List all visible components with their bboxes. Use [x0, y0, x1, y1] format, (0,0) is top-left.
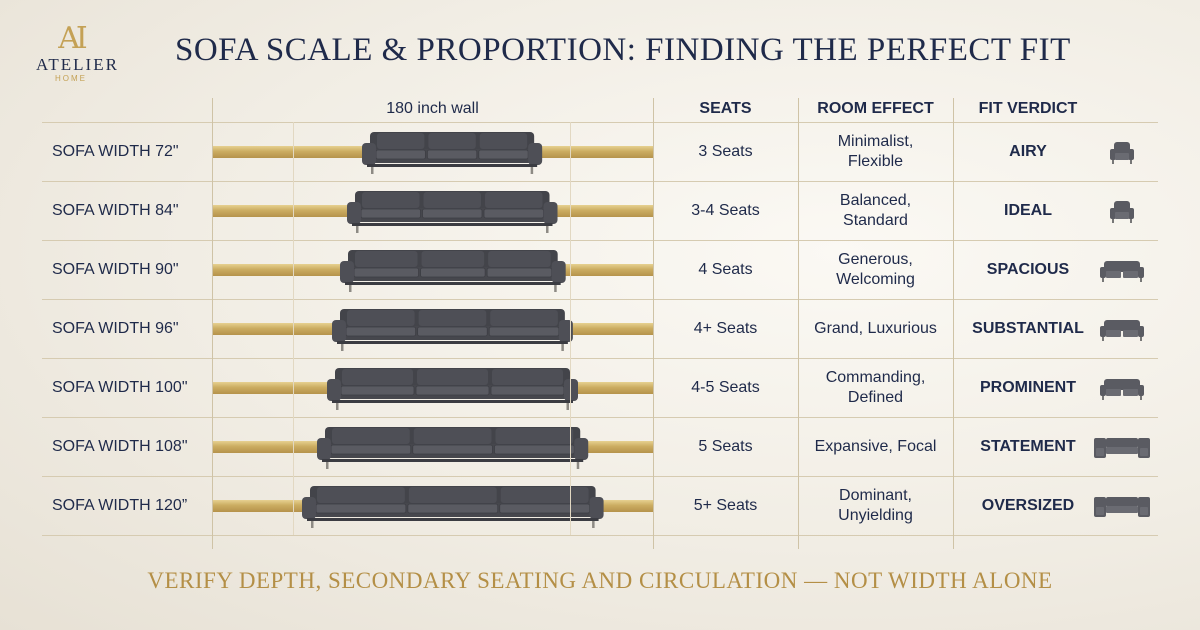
sofa-icon	[361, 129, 543, 175]
seats-value: 4+ Seats	[693, 320, 758, 337]
sofa-width-label: SOFA WIDTH 72"	[52, 143, 179, 160]
loveseat-icon	[1097, 257, 1147, 283]
loveseat-icon	[1097, 316, 1147, 342]
sectional-icon	[1092, 493, 1152, 519]
sofa-row: SOFA WIDTH 100" 4-5 Seats Commanding, Defi…	[42, 358, 1158, 417]
seats-value: 4 Seats	[698, 261, 753, 278]
column-divider	[953, 98, 954, 549]
sofa-row: SOFA WIDTH 72" 3 Seats Minimalist, Flexibl…	[42, 122, 1158, 181]
wall-visual	[212, 299, 653, 358]
seats-value: 5+ Seats	[693, 497, 758, 514]
sofa-icon	[346, 188, 559, 234]
sofa-width-label: SOFA WIDTH 108"	[52, 438, 188, 455]
sofa-icon	[339, 247, 567, 293]
armchair-icon	[1106, 139, 1138, 165]
sofa-width-label: SOFA WIDTH 120”	[52, 497, 188, 514]
fit-verdict-value: AIRY	[1009, 143, 1047, 160]
sofa-row: SOFA WIDTH 120” 5+ Seats Dominant, Unyield…	[42, 476, 1158, 535]
sofa-width-label: SOFA WIDTH 90"	[52, 261, 179, 278]
row-divider	[42, 122, 1158, 123]
wall-visual	[212, 417, 653, 476]
fit-verdict-value: SPACIOUS	[986, 261, 1070, 278]
room-effect-value: Grand, Luxurious	[814, 319, 937, 337]
header-wall: 180 inch wall	[386, 100, 479, 117]
sofa-icon	[331, 306, 574, 352]
row-divider	[42, 358, 1158, 359]
wall-visual	[212, 358, 653, 417]
sofa-width-label: SOFA WIDTH 100"	[52, 379, 188, 396]
fit-verdict-value: OVERSIZED	[981, 497, 1075, 514]
wall-visual	[212, 240, 653, 299]
room-effect-value: Generous, Welcoming	[836, 250, 915, 288]
sofa-row: SOFA WIDTH 96" 4+ Seats Grand, Luxurious S…	[42, 299, 1158, 358]
seats-value: 4-5 Seats	[691, 379, 760, 396]
logo-subtitle: HOME	[55, 74, 87, 83]
column-divider	[798, 98, 799, 549]
room-effect-value: Expansive, Focal	[814, 437, 937, 455]
seats-value: 3-4 Seats	[691, 202, 760, 219]
sofa-width-label: SOFA WIDTH 96"	[52, 320, 179, 337]
sofa-row: SOFA WIDTH 84" 3-4 Seats Balanced, Standar…	[42, 181, 1158, 240]
sofa-width-label: SOFA WIDTH 84"	[52, 202, 179, 219]
footer-note: VERIFY DEPTH, SECONDARY SEATING AND CIRC…	[147, 568, 1053, 593]
seats-value: 5 Seats	[698, 438, 753, 455]
logo-name: ATELIER	[36, 55, 119, 74]
row-divider	[42, 535, 1158, 536]
wall-visual	[212, 122, 653, 181]
fit-verdict-value: IDEAL	[1004, 202, 1052, 219]
room-effect-value: Balanced, Standard	[839, 191, 912, 229]
page-title: SOFA SCALE & PROPORTION: FINDING THE PER…	[175, 32, 1071, 68]
sofa-icon	[301, 483, 605, 529]
wall-visual	[212, 476, 653, 535]
sofa-row: SOFA WIDTH 90" 4 Seats Generous, Welcoming…	[42, 240, 1158, 299]
room-effect-value: Commanding, Defined	[825, 368, 926, 406]
fit-verdict-value: SUBSTANTIAL	[972, 320, 1084, 337]
header-room-effect: ROOM EFFECT	[817, 100, 934, 117]
wall-guide-line	[570, 122, 571, 535]
room-effect-value: Dominant, Unyielding	[838, 486, 913, 524]
wall-guide-line	[293, 122, 294, 535]
column-divider	[653, 98, 654, 549]
row-divider	[42, 299, 1158, 300]
armchair-icon	[1106, 198, 1138, 224]
column-divider	[212, 98, 213, 549]
row-divider	[42, 240, 1158, 241]
wall-visual	[212, 181, 653, 240]
row-divider	[42, 417, 1158, 418]
header-fit-verdict: FIT VERDICT	[978, 100, 1078, 117]
sectional-icon	[1092, 434, 1152, 460]
sofa-icon	[326, 365, 579, 411]
room-effect-value: Minimalist, Flexible	[837, 132, 914, 170]
fit-verdict-value: PROMINENT	[980, 379, 1076, 396]
sofa-icon	[316, 424, 589, 470]
seats-value: 3 Seats	[698, 143, 753, 160]
logo-mark: AI	[58, 21, 88, 56]
loveseat-icon	[1097, 375, 1147, 401]
brand-logo: AI ATELIER HOME	[36, 21, 119, 84]
row-divider	[42, 181, 1158, 182]
fit-verdict-value: STATEMENT	[980, 438, 1076, 455]
sofa-row: SOFA WIDTH 108" 5 Seats Expansive, Focal S…	[42, 417, 1158, 476]
row-divider	[42, 476, 1158, 477]
header-seats: SEATS	[699, 100, 752, 117]
